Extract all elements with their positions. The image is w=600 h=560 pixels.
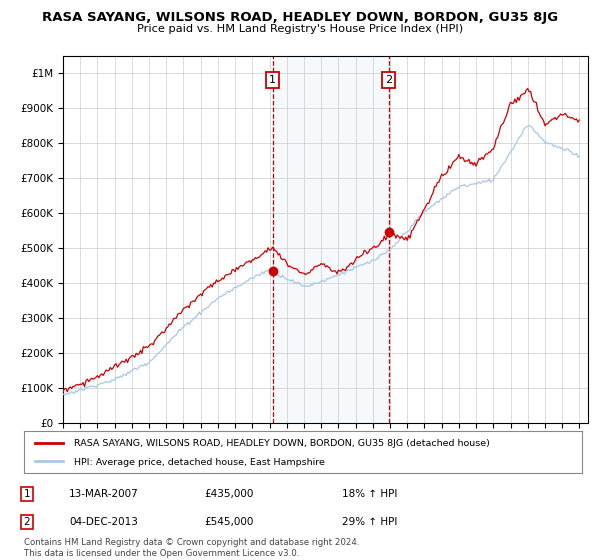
Text: 04-DEC-2013: 04-DEC-2013: [69, 517, 138, 527]
Text: 2: 2: [385, 75, 392, 85]
Text: RASA SAYANG, WILSONS ROAD, HEADLEY DOWN, BORDON, GU35 8JG: RASA SAYANG, WILSONS ROAD, HEADLEY DOWN,…: [42, 11, 558, 24]
Text: Contains HM Land Registry data © Crown copyright and database right 2024.
This d: Contains HM Land Registry data © Crown c…: [24, 538, 359, 558]
Text: 1: 1: [23, 489, 31, 499]
Text: 13-MAR-2007: 13-MAR-2007: [69, 489, 139, 499]
Text: 18% ↑ HPI: 18% ↑ HPI: [342, 489, 397, 499]
Text: £435,000: £435,000: [204, 489, 253, 499]
Text: HPI: Average price, detached house, East Hampshire: HPI: Average price, detached house, East…: [74, 458, 325, 467]
Text: 2: 2: [23, 517, 31, 527]
Text: RASA SAYANG, WILSONS ROAD, HEADLEY DOWN, BORDON, GU35 8JG (detached house): RASA SAYANG, WILSONS ROAD, HEADLEY DOWN,…: [74, 439, 490, 449]
Bar: [273, 56, 389, 423]
Text: Price paid vs. HM Land Registry's House Price Index (HPI): Price paid vs. HM Land Registry's House …: [137, 24, 463, 34]
Text: 1: 1: [269, 75, 277, 85]
Text: 29% ↑ HPI: 29% ↑ HPI: [342, 517, 397, 527]
Text: £545,000: £545,000: [204, 517, 253, 527]
